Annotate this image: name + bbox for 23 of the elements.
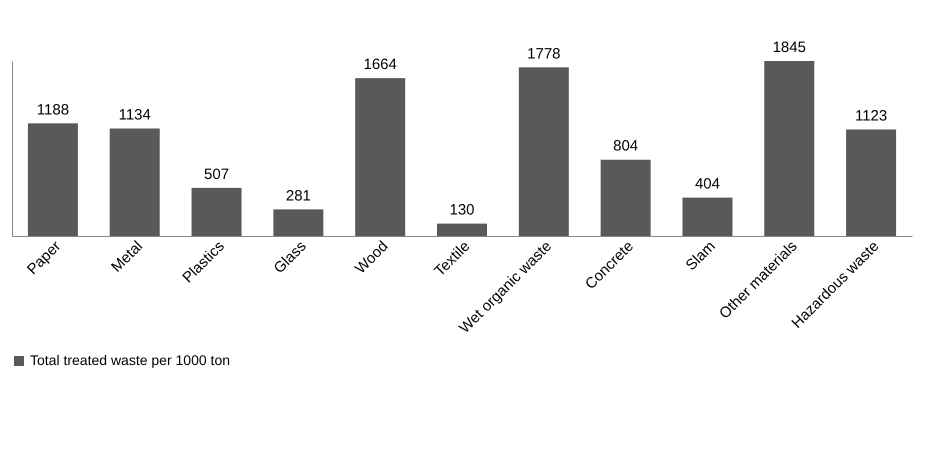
bar: [273, 209, 324, 236]
bar: [192, 188, 242, 236]
bar: [437, 224, 487, 236]
data-label: 507: [204, 166, 230, 183]
bar: [518, 67, 569, 236]
bar: [682, 198, 732, 236]
data-label: 1134: [118, 106, 151, 124]
data-label: 804: [613, 138, 638, 155]
bar: [846, 129, 896, 236]
data-label: 1188: [36, 101, 70, 118]
data-label: 1123: [854, 107, 888, 124]
data-label: 404: [694, 176, 720, 193]
bar: [110, 128, 160, 236]
data-label: 1845: [772, 39, 806, 56]
data-label: 1778: [527, 45, 561, 62]
data-label: 1664: [363, 56, 397, 74]
data-label: 281: [286, 187, 311, 204]
legend-label: Total treated waste per 1000 ton: [30, 352, 230, 368]
bar: [355, 78, 406, 236]
bar: [764, 61, 814, 236]
bar: [28, 123, 78, 236]
bar: [600, 160, 651, 236]
data-label: 130: [449, 202, 475, 219]
